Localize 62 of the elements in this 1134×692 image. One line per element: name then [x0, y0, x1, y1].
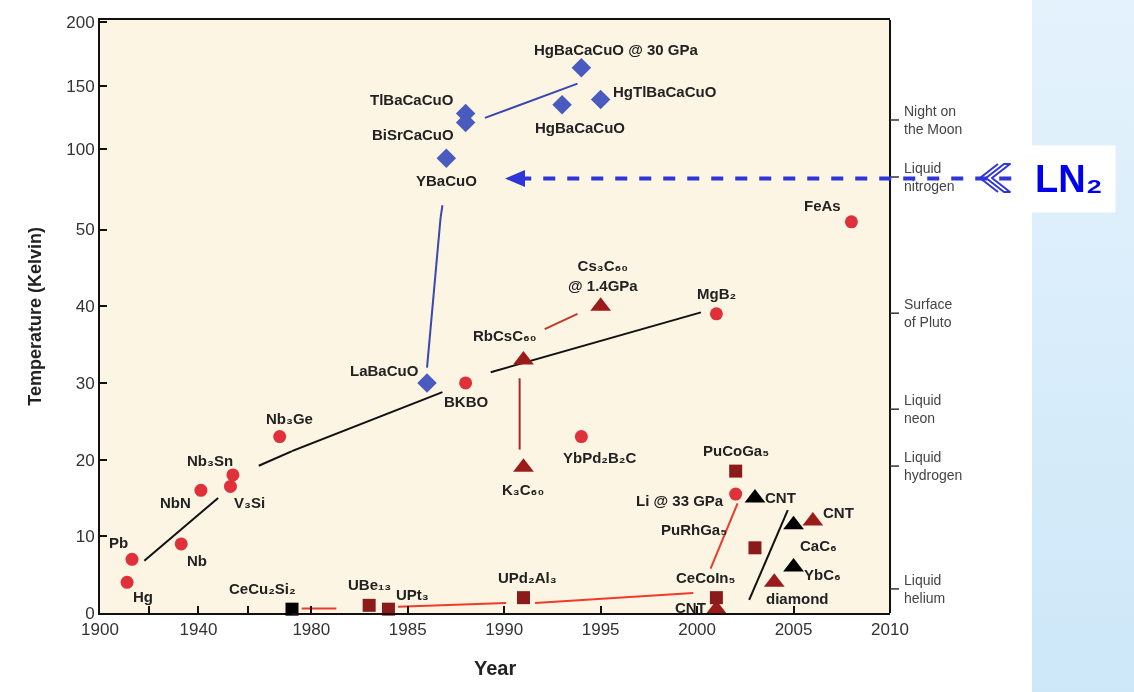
y-tick-label: 200 [66, 12, 95, 32]
y-tick-label: 20 [75, 450, 95, 470]
annotation: RbCsC₆₀ [473, 327, 537, 344]
y-tick-label: 10 [75, 527, 95, 547]
annotation: CeCoIn₅ [676, 569, 736, 586]
x-tick-label: 1900 [81, 620, 119, 640]
text: Liquid hydrogen [904, 449, 963, 484]
annotation: diamond [766, 590, 829, 607]
annotation: LaBaCuO [350, 362, 419, 379]
x-tick-label: 2010 [871, 620, 909, 640]
annotation: K₃C₆₀ [502, 481, 545, 498]
y-axis-title: Temperature (Kelvin) [24, 226, 45, 406]
annotation: PuCoGa₅ [703, 442, 770, 459]
annotation: CNT [675, 599, 706, 616]
annotation: HgBaCaCuO @ 30 GPa [534, 41, 699, 58]
annotation: UBe₁₃ [348, 576, 392, 593]
annotation: CaC₆ [800, 537, 837, 554]
annotation: UPt₃ [396, 586, 429, 603]
y-tick-label: 40 [75, 297, 95, 317]
y-tick-label: 50 [75, 220, 95, 240]
annotation: CNT [823, 504, 854, 521]
annotation: CNT [765, 489, 796, 506]
annotation: Nb₃Sn [187, 452, 234, 469]
y-tick-label: 150 [66, 76, 95, 96]
text: Night on the Moon [904, 103, 963, 138]
y-tick-label: 30 [75, 373, 95, 393]
annotation: BKBO [444, 393, 489, 410]
x-tick-label: 2005 [774, 620, 813, 640]
ref-line-label: LN₂ [1035, 158, 1103, 200]
annotation: TlBaCaCuO [370, 91, 454, 108]
text: Liquid neon [904, 392, 942, 427]
annotation: PuRhGa₅ [661, 521, 728, 538]
x-axis-title: Year [474, 657, 517, 679]
text: Liquid nitrogen [904, 160, 955, 195]
text: Liquid helium [904, 572, 946, 607]
annotation: FeAs [804, 197, 841, 214]
x-tick-label: 1940 [179, 620, 218, 640]
annotation: YbC₆ [804, 566, 841, 583]
annotation: CeCu₂Si₂ [229, 580, 296, 597]
x-tick-label: 1985 [388, 620, 427, 640]
annotation: Pb [109, 534, 129, 551]
annotation: Nb [187, 552, 207, 569]
x-tick-label: 1980 [292, 620, 331, 640]
text: Surface of Pluto [904, 296, 953, 331]
annotation: HgTlBaCaCuO [613, 83, 717, 100]
y-tick-label: 0 [85, 603, 95, 623]
x-tick-label: 1990 [485, 620, 524, 640]
annotation: Hg [133, 588, 153, 605]
annotation: NbN [160, 494, 191, 511]
annotation: V₃Si [234, 494, 266, 511]
y-tick-label: 100 [66, 140, 95, 160]
annotation: Cs₃C₆₀ @ 1.4GPa [568, 257, 639, 294]
annotation: BiSrCaCuO [372, 126, 455, 143]
annotation: HgBaCaCuO [535, 119, 626, 136]
x-tick-label: 2000 [678, 620, 717, 640]
annotation: MgB₂ [697, 285, 737, 302]
annotation: UPd₂Al₃ [498, 569, 557, 586]
annotation: Li @ 33 GPa [636, 492, 724, 509]
annotation: Nb₃Ge [266, 410, 313, 427]
annotation: YBaCuO [416, 172, 478, 189]
x-tick-label: 1995 [581, 620, 620, 640]
annotation: YbPd₂B₂C [563, 449, 637, 466]
